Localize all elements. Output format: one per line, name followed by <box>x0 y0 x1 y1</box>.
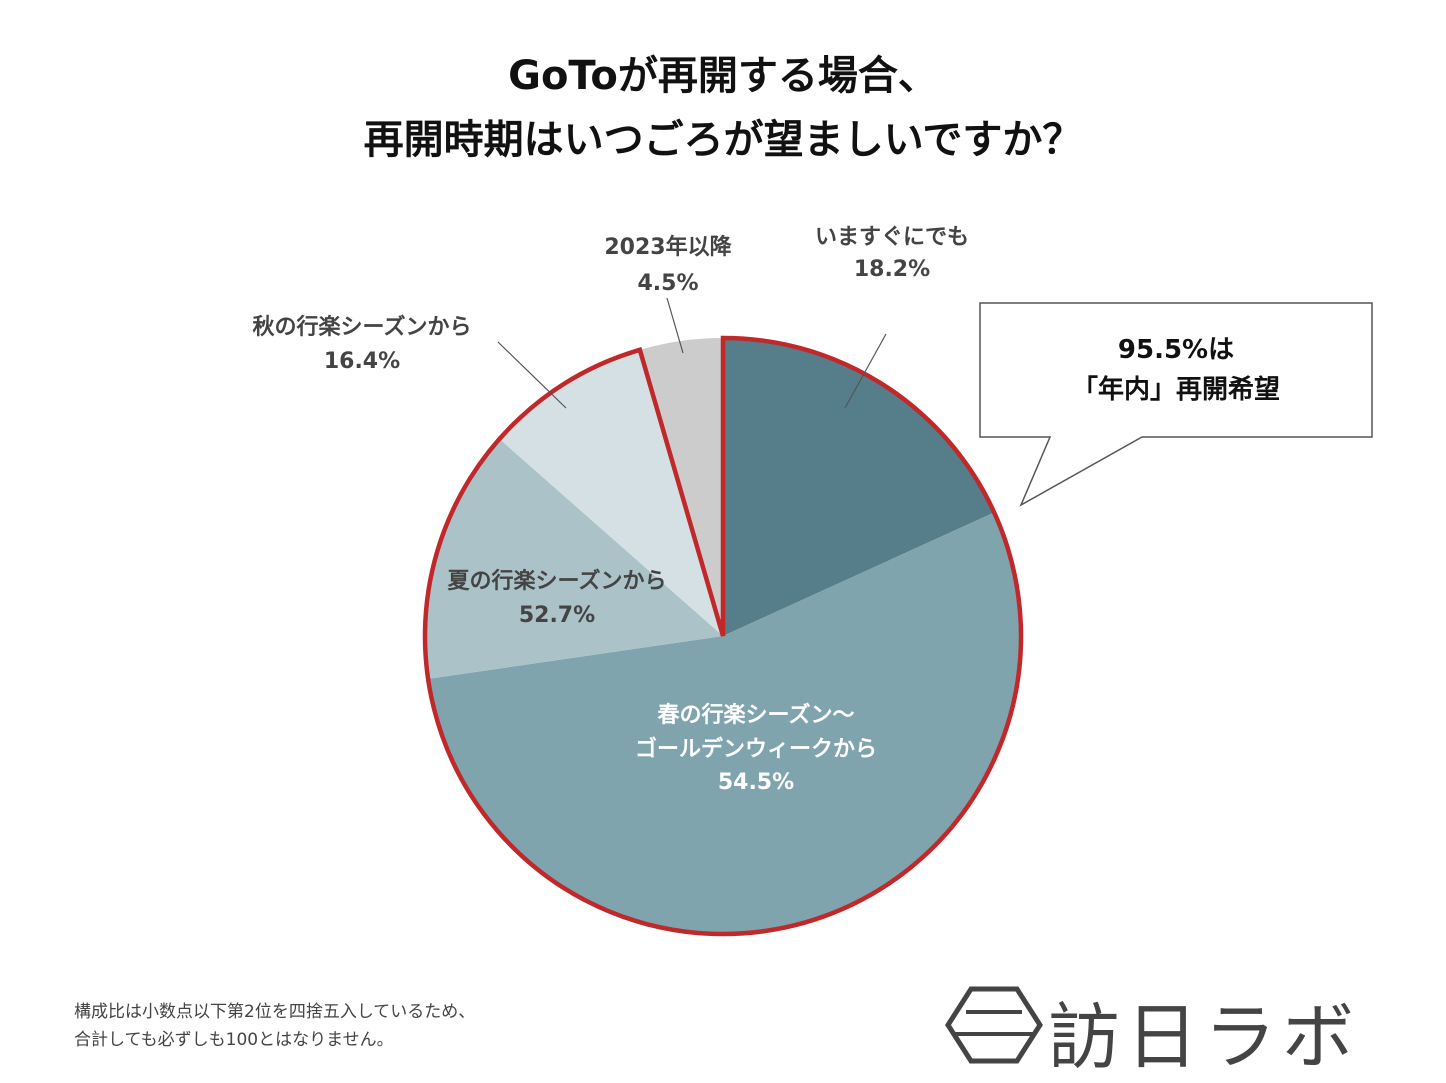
slice-label-summer-name: 夏の行楽シーズンから <box>448 568 667 594</box>
leader-lines <box>497 297 887 409</box>
slice-label-autumn-name: 秋の行楽シーズンから <box>253 314 472 340</box>
slice-label-immediately-value: 18.2% <box>854 257 930 282</box>
slice-label-summer-value: 52.7% <box>519 603 595 628</box>
callout: 95.5%は 「年内」再開希望 <box>979 302 1373 507</box>
slice-label-spring: 春の行楽シーズン〜 ゴールデンウィークから 54.5% <box>635 702 877 795</box>
callout-line-1: 95.5%は <box>1118 335 1234 365</box>
slice-label-2023: 2023年以降 4.5% <box>604 234 732 296</box>
callout-line-2: 「年内」再開希望 <box>1072 374 1280 405</box>
leader-line-immediately <box>844 333 887 409</box>
brand-logo-text: 訪日ラボ <box>1048 995 1361 1079</box>
slice-spring-golden-week <box>428 512 1021 934</box>
slice-immediately <box>723 338 995 636</box>
slice-label-spring-line-1: 春の行楽シーズン〜 <box>658 702 855 728</box>
slice-label-autumn-value: 16.4% <box>324 349 400 374</box>
pie-highlight-outline <box>422 335 1024 937</box>
chart-title-line-1: GoToが再開する場合、 <box>508 53 938 99</box>
slice-label-spring-line-2: ゴールデンウィークから <box>635 736 877 762</box>
slice-label-spring-value: 54.5% <box>718 770 794 795</box>
pie-slices <box>425 338 1021 934</box>
leader-line-2023 <box>666 297 684 354</box>
callout-bubble <box>979 302 1373 507</box>
slice-label-immediately-name: いますぐにでも <box>815 225 969 250</box>
slice-summer <box>425 438 723 679</box>
slice-label-summer: 夏の行楽シーズンから 52.7% <box>448 568 667 628</box>
footnote: 構成比は小数点以下第2位を四捨五入しているため、 合計しても必ずしも100とはな… <box>74 998 475 1054</box>
footnote-line-1: 構成比は小数点以下第2位を四捨五入しているため、 <box>74 1002 476 1022</box>
in-year-highlight-outline <box>422 335 1024 937</box>
leader-line-autumn <box>497 341 567 409</box>
chart-title-line-2: 再開時期はいつごろが望ましいですか？ <box>363 117 1083 163</box>
footnote-line-2: 合計しても必ずしも100とはなりません。 <box>74 1030 394 1050</box>
slice-autumn <box>499 349 723 636</box>
slice-label-2023-name: 2023年以降 <box>604 234 732 260</box>
brand-logo: 訪日ラボ <box>944 984 1394 1079</box>
slice-label-immediately: いますぐにでも 18.2% <box>815 225 969 282</box>
chart-title: GoToが再開する場合、 再開時期はいつごろが望ましいですか？ <box>0 44 1446 172</box>
hexagon-logo-icon <box>945 986 1043 1064</box>
slice-label-2023-value: 4.5% <box>637 271 698 296</box>
slice-label-autumn: 秋の行楽シーズンから 16.4% <box>253 314 472 374</box>
